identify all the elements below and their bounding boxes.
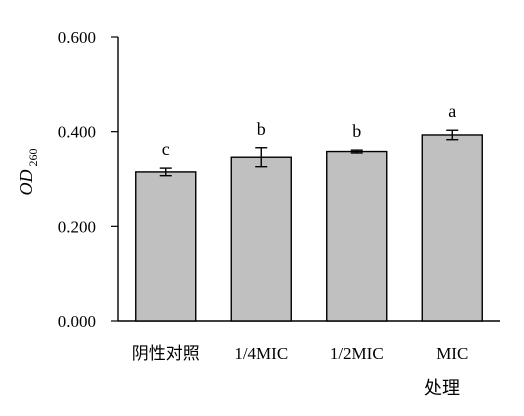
significance-label-3: a — [448, 101, 456, 121]
significance-label-0: c — [162, 139, 170, 159]
y-tick-label-1: 0.200 — [58, 217, 96, 236]
x-axis-title: 处理 — [424, 378, 460, 398]
y-axis-title-subscript: 260 — [26, 149, 40, 167]
significance-label-2: b — [352, 121, 361, 141]
y-tick-label-2: 0.400 — [58, 123, 96, 142]
bar-2 — [326, 150, 388, 322]
bar-3 — [421, 134, 483, 322]
x-tick-label-3: MIC — [436, 344, 468, 363]
y-axis-title-main: OD — [16, 170, 36, 196]
bar-1 — [230, 156, 292, 322]
x-tick-label-2: 1/2MIC — [330, 344, 384, 363]
y-tick-label-0: 0.000 — [58, 312, 96, 331]
y-tick-label-3: 0.600 — [58, 28, 96, 47]
y-axis-title: OD 260 — [16, 149, 40, 196]
x-tick-label-1: 1/4MIC — [234, 344, 288, 363]
significance-label-1: b — [257, 119, 266, 139]
x-tick-label-0: 阴性对照 — [132, 344, 200, 363]
bar-0 — [135, 171, 197, 322]
